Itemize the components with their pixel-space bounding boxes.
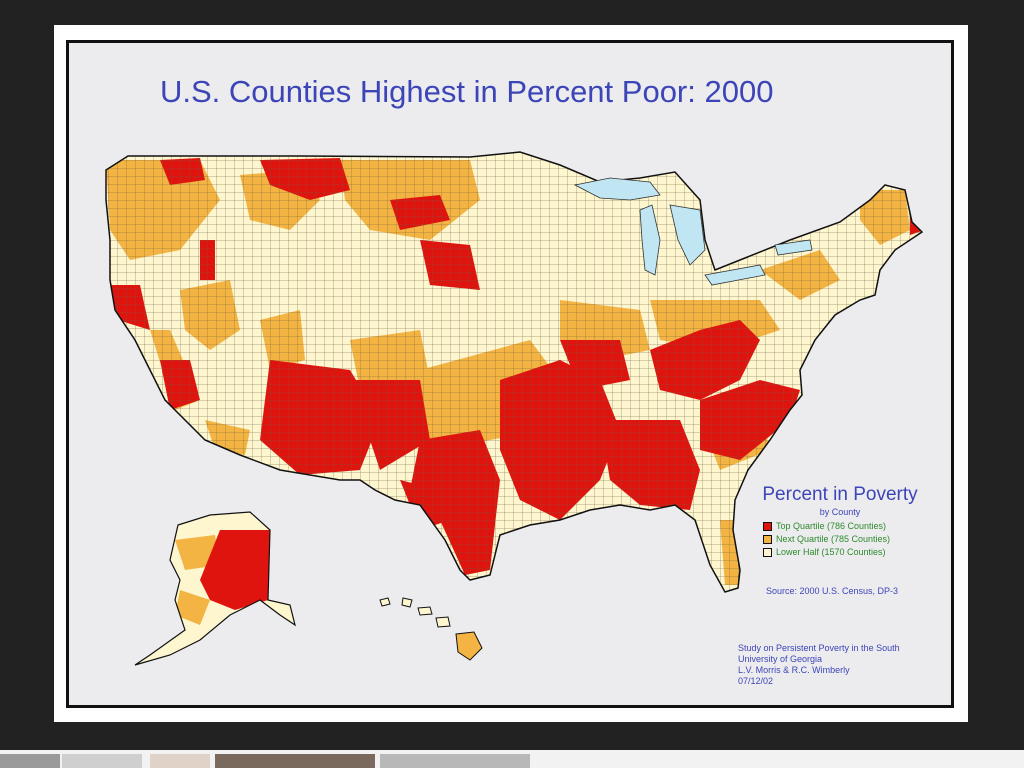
thumbnail-fragment[interactable]	[0, 754, 60, 768]
legend-label: Next Quartile (785 Counties)	[776, 534, 891, 544]
lake-michigan	[639, 204, 661, 276]
legend-swatch	[763, 534, 772, 544]
lake-ontario	[774, 239, 813, 256]
legend-title: Percent in Poverty	[762, 484, 918, 505]
hawaii-molokai	[417, 606, 433, 616]
credits-line: University of Georgia	[738, 654, 823, 664]
legend-label: Lower Half (1570 Counties)	[776, 547, 886, 557]
lake-erie	[704, 264, 766, 286]
alaska-outline	[134, 511, 296, 666]
hawaii-maui	[435, 616, 451, 628]
lake-huron	[669, 204, 706, 266]
lake-superior	[573, 177, 661, 201]
legend-item-next-quartile: Next Quartile (785 Counties)	[763, 533, 935, 545]
thumbnail-fragment[interactable]	[215, 754, 375, 768]
conus-outline	[105, 151, 924, 593]
source-note: Source: 2000 U.S. Census, DP-3	[766, 586, 899, 596]
legend-item-top-quartile: Top Quartile (786 Counties)	[763, 520, 935, 532]
legend-subtitle: by County	[819, 507, 861, 517]
hawaii-oahu	[401, 597, 413, 608]
legend-item-lower-half: Lower Half (1570 Counties)	[763, 546, 935, 558]
hawaii-big-island	[455, 631, 483, 661]
credits-line: 07/12/02	[738, 676, 774, 686]
legend: Percent in Poverty by County Top Quartil…	[745, 484, 935, 558]
map-title: U.S. Counties Highest in Percent Poor: 2…	[160, 74, 774, 109]
legend-label: Top Quartile (786 Counties)	[776, 521, 887, 531]
credits: Study on Persistent Poverty in the South…	[738, 643, 900, 687]
legend-swatch	[763, 547, 772, 557]
thumbnail-fragment[interactable]	[62, 754, 142, 768]
credits-line: Study on Persistent Poverty in the South	[738, 643, 900, 653]
legend-swatch	[763, 521, 772, 531]
credits-line: L.V. Morris & R.C. Wimberly	[738, 665, 850, 675]
thumbnail-fragment[interactable]	[150, 754, 210, 768]
hawaii-region	[379, 597, 483, 661]
thumbnail-fragment[interactable]	[380, 754, 530, 768]
great-lakes	[573, 177, 813, 286]
thumbnail-strip	[0, 750, 1024, 768]
alaska-region	[135, 512, 295, 665]
hawaii-kauai	[379, 597, 391, 607]
